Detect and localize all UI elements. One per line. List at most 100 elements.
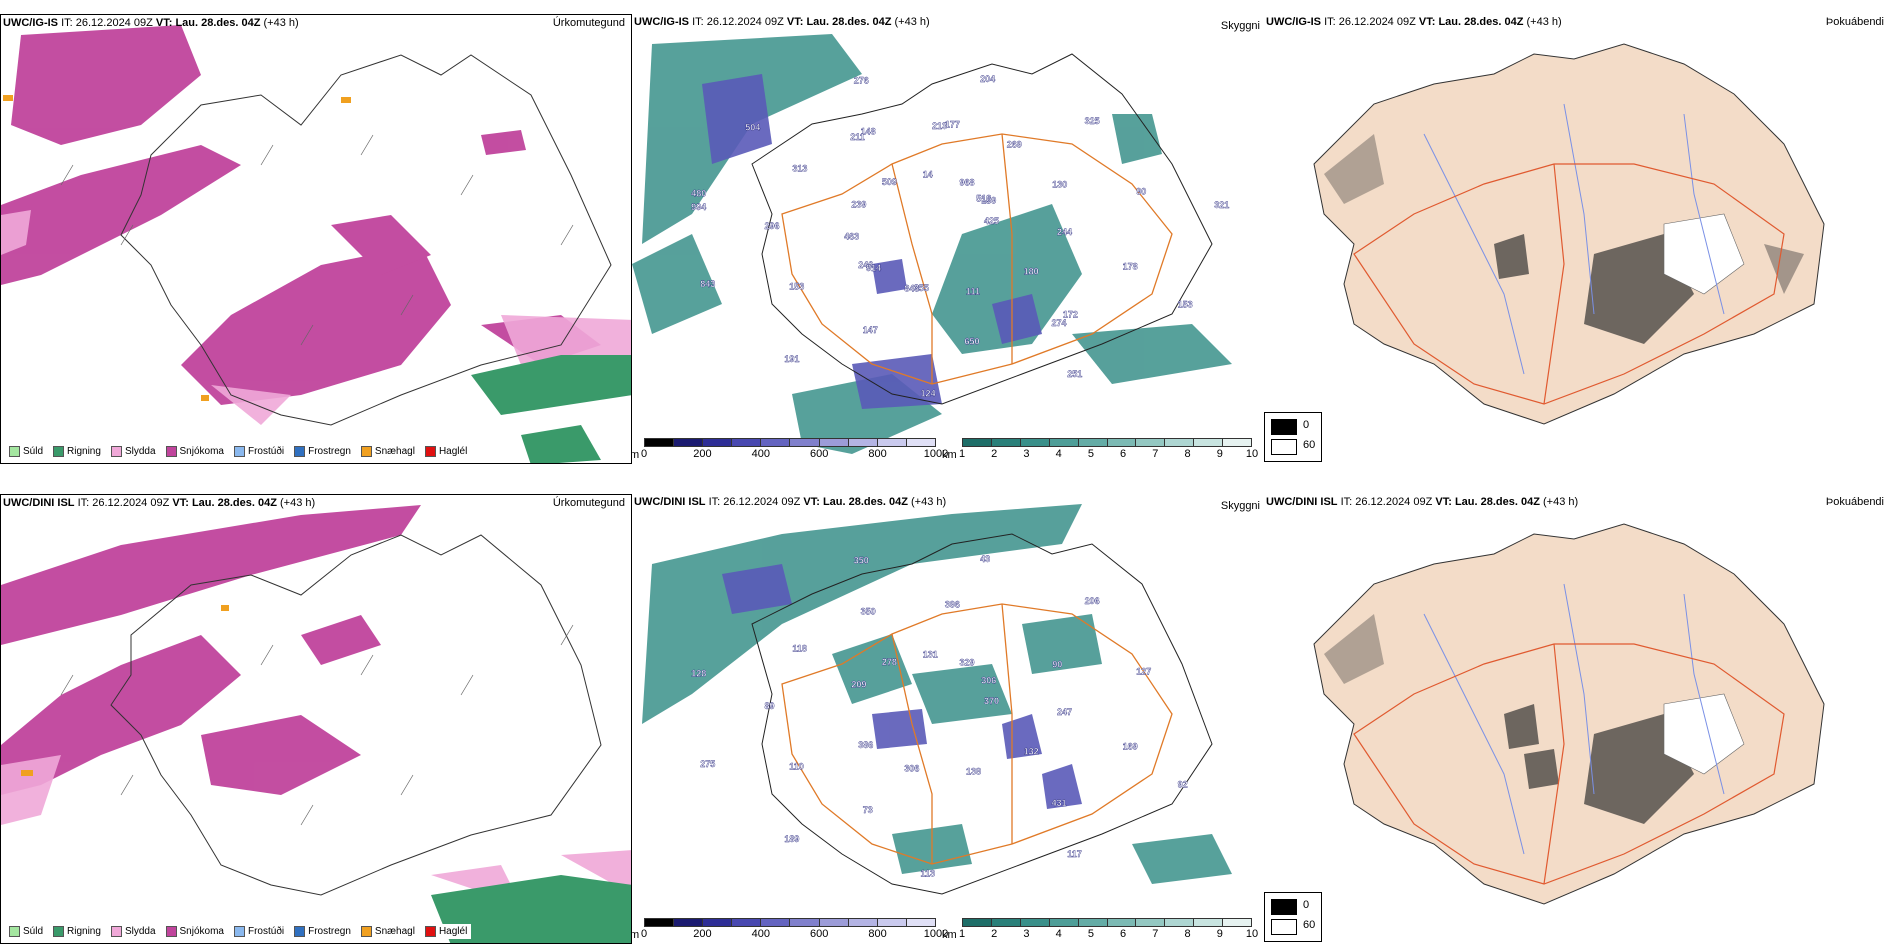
legend-item-snow: Snjókoma	[165, 446, 224, 457]
colorbar-tick-label: 5	[1087, 448, 1094, 460]
colorbar-tick-label: 10	[1245, 448, 1259, 460]
colorbar-tick-label: 8	[1184, 928, 1191, 940]
it-label: IT:	[61, 17, 73, 29]
colorbar-tick-label: 2	[991, 928, 998, 940]
ceiling-height-label: 509	[882, 177, 897, 187]
ceiling-height-label: 92	[1178, 780, 1188, 790]
colorbar-tick-label: 4	[1055, 928, 1062, 940]
colorbar-segment	[732, 438, 762, 447]
legend-item-drizzle: Súld	[9, 926, 43, 937]
ceiling-height-label: 350	[861, 606, 876, 616]
colorbar-tick-label: 8	[1184, 448, 1191, 460]
ceiling-height-label: 209	[851, 679, 866, 689]
ceiling-unit: m	[632, 449, 640, 461]
ceiling-height-label: 275	[700, 759, 715, 769]
colorbar-segment	[790, 918, 820, 927]
ceiling-height-label: 132	[1024, 746, 1039, 756]
ceiling-height-label: 177	[945, 120, 960, 130]
ceiling-height-label: 480	[691, 188, 706, 198]
colorbar-tick-label: 7	[1152, 928, 1159, 940]
precip-map-canvas	[1, 25, 631, 463]
ceiling-height-labels: 370 386 396 431 128 306 306 350 169 275 329 138 118 1…	[691, 554, 1188, 879]
colorbar-tick-label: 7	[1152, 448, 1159, 460]
legend-item-freezing-rain: Frostregn	[294, 446, 351, 457]
ceiling-height-label: 138	[966, 767, 981, 777]
ceiling-height-label: 189	[784, 834, 799, 844]
ceiling-colorbar-row2: 0 200 400 600 800 1000 m	[632, 918, 948, 941]
visibility-unit: km	[942, 449, 957, 461]
colorbar-tick-label: 400	[751, 448, 770, 460]
colorbar-segment	[703, 438, 733, 447]
visibility-colorbar-row1: 1 2 3 4 5 6 7 8 9 10 km	[942, 438, 1258, 461]
it-value: 26.12.2024 09Z	[75, 17, 153, 29]
ceiling-height-label: 843	[700, 279, 715, 289]
cloud-title: Skyggni	[1220, 20, 1260, 32]
ceiling-height-label: 325	[1085, 116, 1100, 126]
colorbar-tick-label: 3	[1023, 928, 1030, 940]
colorbar-tick-label: 1	[958, 448, 966, 460]
low-visibility-areas	[632, 34, 1232, 454]
ceiling-height-label: 124	[921, 388, 936, 398]
precip-rain-areas	[471, 355, 631, 463]
vt-value: Lau. 28.des. 04Z	[175, 17, 261, 29]
colorbar-tick-label: 600	[810, 928, 829, 940]
ceiling-height-label: 113	[921, 868, 936, 878]
ceiling-height-label: 148	[861, 126, 876, 136]
colorbar-segment	[1194, 918, 1224, 927]
road-network	[781, 603, 1173, 865]
colorbar-tick-label: 400	[751, 928, 770, 940]
ceiling-height-label: 89	[765, 701, 775, 711]
iceland-land	[1313, 43, 1825, 425]
ceiling-height-label: 206	[1085, 596, 1100, 606]
ceiling-height-label: 274	[1052, 318, 1067, 328]
colorbar-segment	[703, 918, 733, 927]
ceiling-height-label: 848	[904, 283, 919, 293]
colorbar-segment	[732, 918, 762, 927]
colorbar-segment	[645, 918, 675, 927]
iceland-outline	[751, 533, 1213, 895]
colorbar-tick-label: 3	[1023, 448, 1030, 460]
ceiling-height-label: 321	[1214, 200, 1229, 210]
ceiling-height-label: 396	[945, 600, 960, 610]
model-name: UWC/IG-IS	[3, 17, 58, 29]
wind-barbs	[60, 624, 574, 826]
ceiling-height-label: 370	[984, 696, 999, 706]
colorbar-tick-label: 6	[1120, 448, 1127, 460]
ceiling-height-label: 251	[1067, 369, 1082, 379]
ceiling-height-label: 118	[792, 643, 807, 653]
ceiling-height-label: 296	[765, 221, 780, 231]
ceiling-height-label: 153	[789, 281, 804, 291]
colorbar-segment	[848, 918, 878, 927]
ceiling-height-labels: 425 246 177 274 480 159 848 148 178 843 968 111 313 9…	[691, 74, 1230, 399]
ceiling-height-label: 994	[691, 202, 706, 212]
ceiling-height-label: 504	[745, 122, 760, 132]
fog-shading	[1324, 614, 1694, 824]
colorbar-tick-label: 6	[1120, 928, 1127, 940]
colorbar-tick-label: 9	[1216, 448, 1223, 460]
ceiling-height-label: 355	[914, 283, 929, 293]
fog-indicator-map-row2: UWC/DINI ISL IT: 26.12.2024 09Z VT: Lau.…	[1264, 494, 1900, 944]
precip-header-row1: UWC/IG-IS IT: 26.12.2024 09Z VT: Lau. 28…	[3, 17, 299, 29]
fog-legend-row2: 0 60	[1264, 892, 1322, 942]
colorbar-segment	[963, 438, 992, 447]
colorbar-segment	[819, 438, 849, 447]
colorbar-segment	[963, 918, 992, 927]
ceiling-height-label: 178	[1123, 261, 1138, 271]
ceiling-colorbar-row1: 0 200 400 600 800 1000 m	[632, 438, 948, 461]
ceiling-height-label: 110	[789, 761, 804, 771]
fog-map-canvas	[1313, 523, 1825, 905]
colorbar-segment	[761, 438, 791, 447]
colorbar-segment	[991, 918, 1021, 927]
iceland-land	[1313, 523, 1825, 905]
road-lines	[1353, 163, 1785, 405]
ceiling-height-label: 239	[851, 199, 866, 209]
precip-legend-row1: Súld Rigning Slydda Snjókoma Frostúði Fr…	[5, 444, 472, 459]
legend-item-sleet: Slydda	[110, 446, 156, 457]
ceiling-height-label: 14	[923, 170, 933, 180]
visibility-colorbar-row2: 1 2 3 4 5 6 7 8 9 10 km	[942, 918, 1258, 941]
ceiling-height-label: 211	[850, 132, 865, 142]
ceiling-height-label: 147	[863, 325, 878, 335]
legend-item-hail: Haglél	[424, 446, 467, 457]
ceiling-height-label: 130	[1052, 179, 1067, 189]
precip-map-canvas	[1, 505, 631, 943]
